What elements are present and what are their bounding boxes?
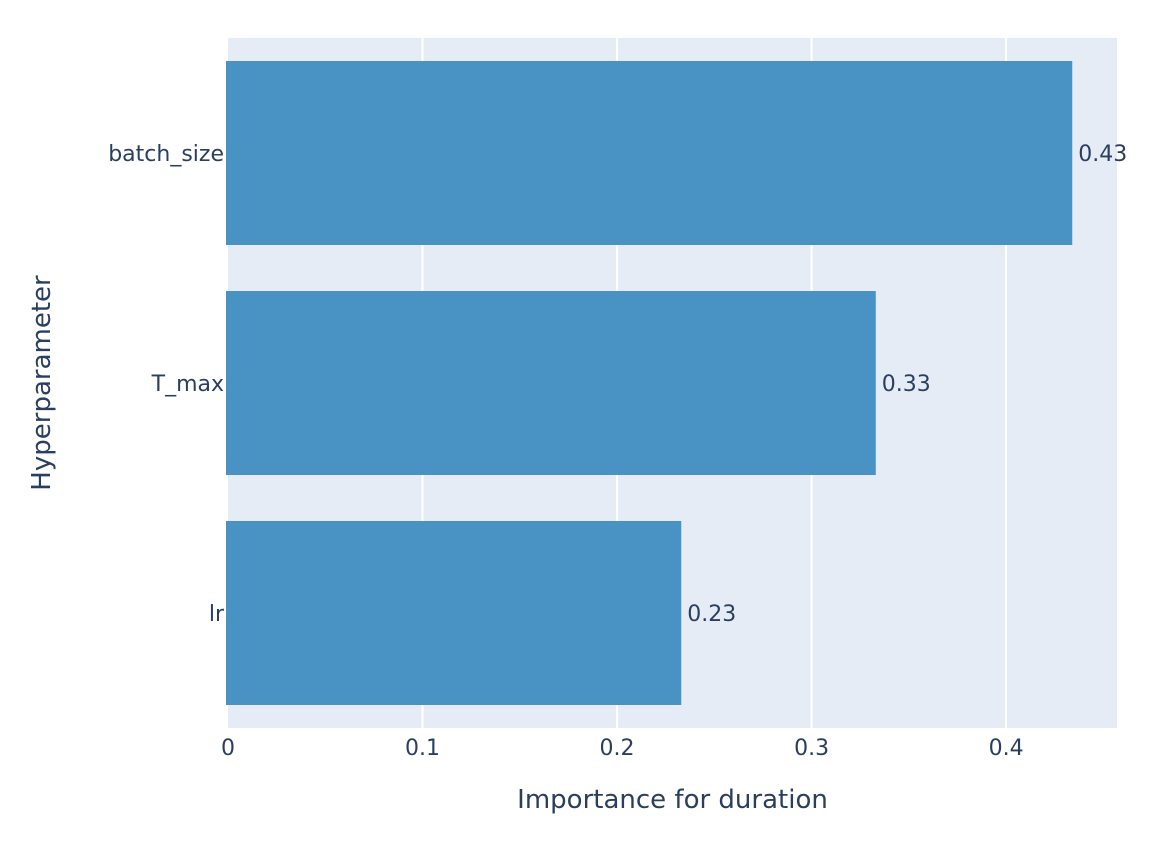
bar-batch-size xyxy=(226,61,1073,245)
bar-value-label: 0.43 xyxy=(1078,142,1127,167)
bar-t-max xyxy=(226,291,876,475)
bar-lr xyxy=(226,521,682,705)
x-tick-label: 0.3 xyxy=(794,736,829,761)
bar-value-label: 0.33 xyxy=(882,372,931,397)
y-tick-label: batch_size xyxy=(108,142,224,167)
x-tick-label: 0.1 xyxy=(405,736,440,761)
x-tick-label: 0.2 xyxy=(600,736,635,761)
x-tick-label: 0.4 xyxy=(989,736,1024,761)
x-tick-labels: 0 0.1 0.2 0.3 0.4 xyxy=(221,736,1024,761)
y-tick-label: lr xyxy=(209,602,225,627)
y-axis-title: Hyperparameter xyxy=(27,275,57,491)
bar-value-label: 0.23 xyxy=(687,602,736,627)
bars: 0.43 0.33 0.23 xyxy=(226,61,1127,705)
y-tick-label: T_max xyxy=(151,372,224,397)
x-axis-title: Importance for duration xyxy=(517,785,828,815)
x-tick-label: 0 xyxy=(221,736,235,761)
